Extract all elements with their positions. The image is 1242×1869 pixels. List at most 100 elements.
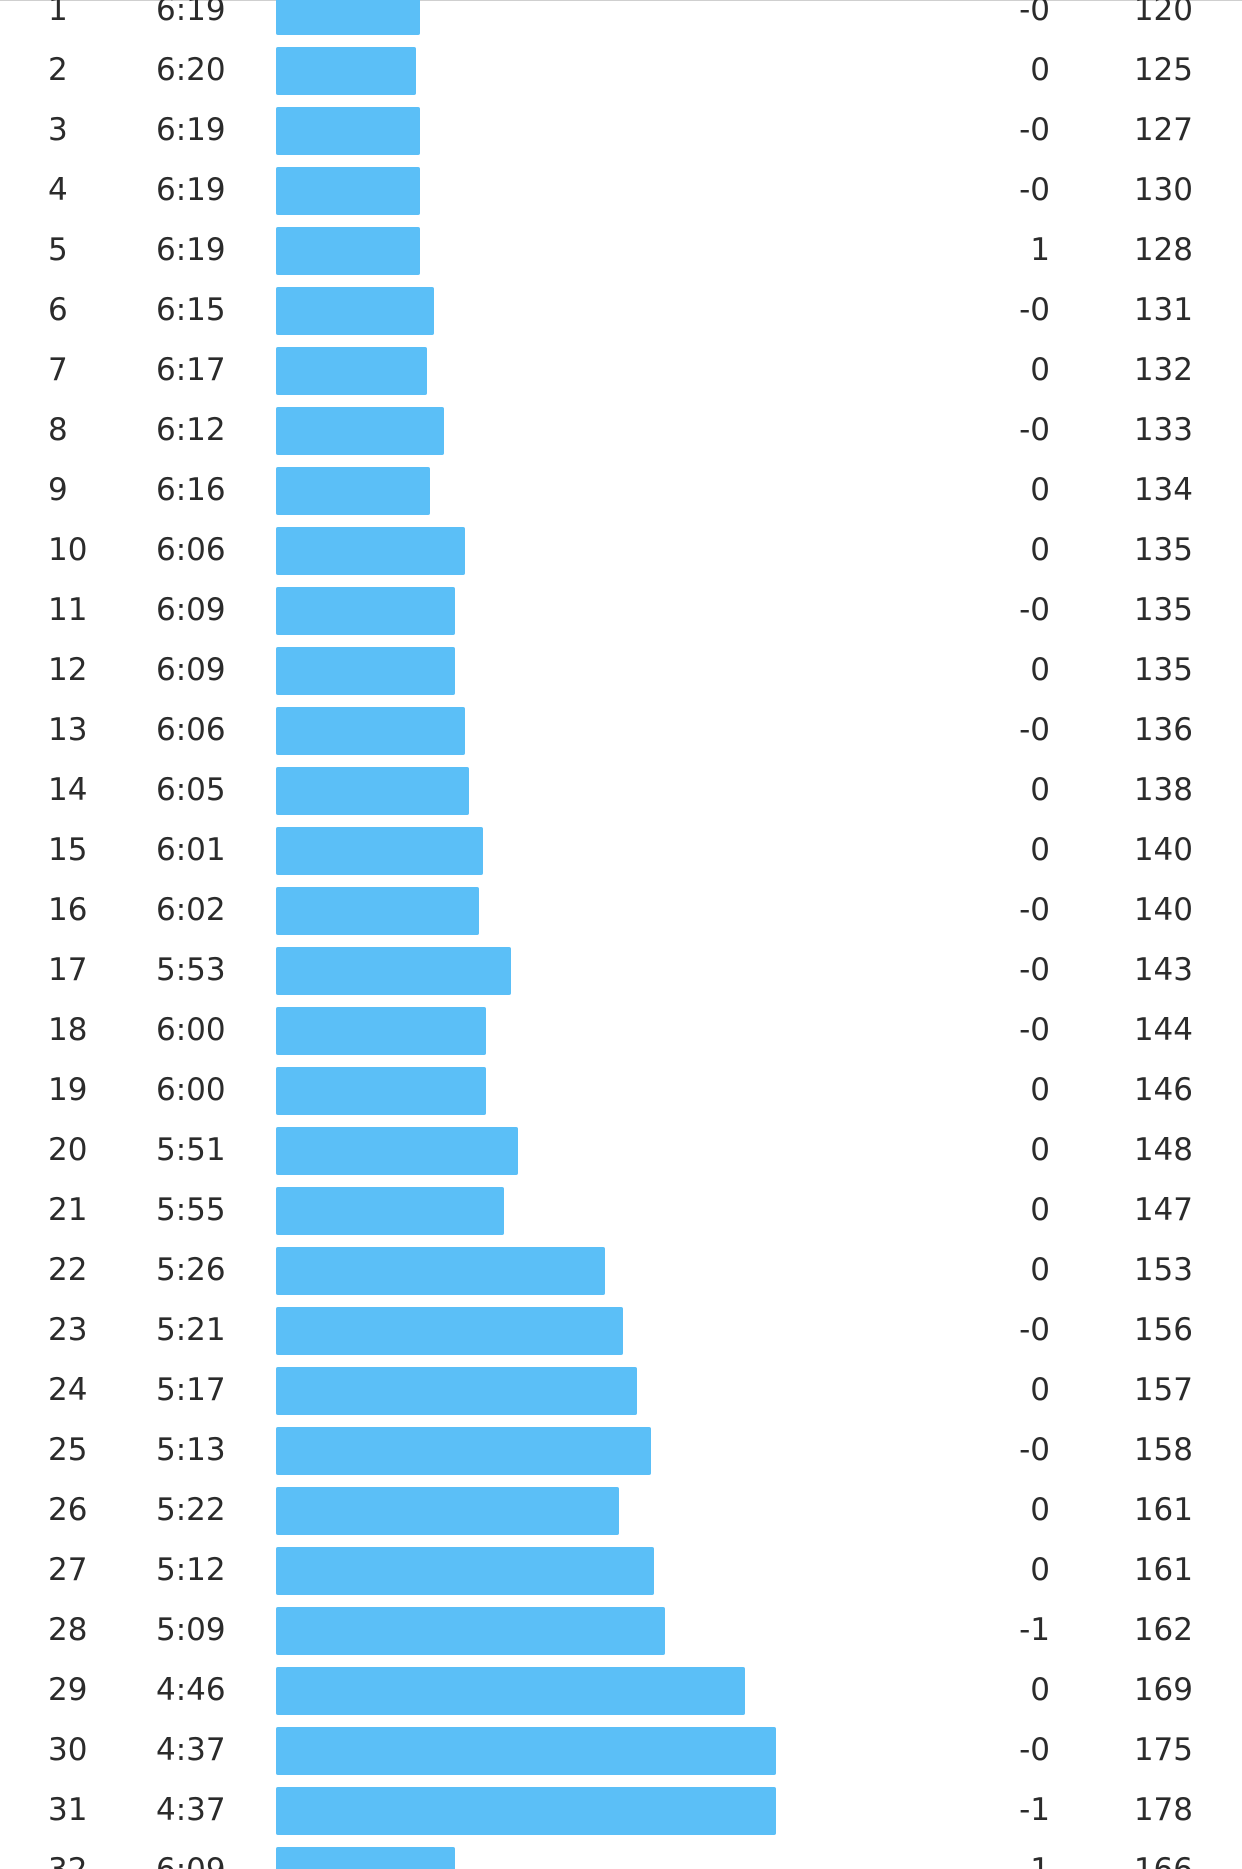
split-row[interactable]: 4 6:19 -0 130	[0, 160, 1242, 220]
split-elevation-label: 0	[1030, 832, 1050, 868]
split-row[interactable]: 12 6:09 0 135	[0, 640, 1242, 700]
split-pace-label: 6:00	[156, 1012, 226, 1048]
split-pace-bar	[276, 227, 420, 275]
split-row[interactable]: 31 4:37 -1 178	[0, 1780, 1242, 1840]
split-km-label: 22	[48, 1252, 88, 1288]
split-pace-label: 5:51	[156, 1132, 226, 1168]
split-row[interactable]: 17 5:53 -0 143	[0, 940, 1242, 1000]
split-elevation-label: 1	[1030, 232, 1050, 268]
split-pace-bar	[276, 167, 420, 215]
split-heart-rate-label: 128	[1133, 232, 1193, 268]
split-elevation-label: 0	[1030, 532, 1050, 568]
split-heart-rate-label: 156	[1133, 1312, 1193, 1348]
split-row[interactable]: 5 6:19 1 128	[0, 220, 1242, 280]
split-row[interactable]: 30 4:37 -0 175	[0, 1720, 1242, 1780]
split-pace-label: 6:19	[156, 172, 226, 208]
split-pace-bar	[276, 107, 420, 155]
split-km-label: 13	[48, 712, 88, 748]
split-heart-rate-label: 158	[1133, 1432, 1193, 1468]
split-row[interactable]: 27 5:12 0 161	[0, 1540, 1242, 1600]
split-row[interactable]: 8 6:12 -0 133	[0, 400, 1242, 460]
split-row[interactable]: 11 6:09 -0 135	[0, 580, 1242, 640]
split-pace-label: 6:01	[156, 832, 226, 868]
split-pace-bar	[276, 1007, 486, 1055]
split-row[interactable]: 19 6:00 0 146	[0, 1060, 1242, 1120]
split-row[interactable]: 29 4:46 0 169	[0, 1660, 1242, 1720]
split-pace-bar	[276, 1667, 745, 1715]
split-row[interactable]: 28 5:09 -1 162	[0, 1600, 1242, 1660]
split-elevation-label: -0	[1019, 1432, 1050, 1468]
split-km-label: 19	[48, 1072, 88, 1108]
split-row[interactable]: 7 6:17 0 132	[0, 340, 1242, 400]
split-heart-rate-label: 135	[1133, 532, 1193, 568]
split-heart-rate-label: 148	[1133, 1132, 1193, 1168]
split-row[interactable]: 32 6:09 1 166	[0, 1840, 1242, 1869]
split-row[interactable]: 16 6:02 -0 140	[0, 880, 1242, 940]
split-row[interactable]: 23 5:21 -0 156	[0, 1300, 1242, 1360]
split-row[interactable]: 1 6:19 -0 120	[0, 0, 1242, 40]
split-pace-bar	[276, 767, 469, 815]
split-row[interactable]: 3 6:19 -0 127	[0, 100, 1242, 160]
split-elevation-label: -0	[1019, 172, 1050, 208]
split-row[interactable]: 6 6:15 -0 131	[0, 280, 1242, 340]
split-elevation-label: -0	[1019, 952, 1050, 988]
split-elevation-label: 0	[1030, 1672, 1050, 1708]
split-row[interactable]: 13 6:06 -0 136	[0, 700, 1242, 760]
split-elevation-label: 0	[1030, 652, 1050, 688]
split-heart-rate-label: 140	[1133, 832, 1193, 868]
split-heart-rate-label: 120	[1133, 0, 1193, 28]
split-pace-bar	[276, 1127, 518, 1175]
split-row[interactable]: 18 6:00 -0 144	[0, 1000, 1242, 1060]
split-pace-label: 6:17	[156, 352, 226, 388]
split-km-label: 20	[48, 1132, 88, 1168]
split-pace-label: 6:06	[156, 712, 226, 748]
split-pace-bar	[276, 1067, 486, 1115]
split-row[interactable]: 22 5:26 0 153	[0, 1240, 1242, 1300]
split-elevation-label: 0	[1030, 1552, 1050, 1588]
split-km-label: 30	[48, 1732, 88, 1768]
split-pace-bar	[276, 467, 430, 515]
split-elevation-label: 0	[1030, 1372, 1050, 1408]
split-pace-label: 6:12	[156, 412, 226, 448]
split-elevation-label: -0	[1019, 412, 1050, 448]
split-km-label: 7	[48, 352, 68, 388]
split-pace-label: 6:05	[156, 772, 226, 808]
split-row[interactable]: 14 6:05 0 138	[0, 760, 1242, 820]
split-elevation-label: 0	[1030, 772, 1050, 808]
split-heart-rate-label: 133	[1133, 412, 1193, 448]
split-pace-bar	[276, 1547, 654, 1595]
split-pace-label: 4:46	[156, 1672, 226, 1708]
split-pace-bar	[276, 1367, 637, 1415]
split-row[interactable]: 20 5:51 0 148	[0, 1120, 1242, 1180]
split-pace-label: 5:22	[156, 1492, 226, 1528]
split-elevation-label: -1	[1019, 1792, 1050, 1828]
split-pace-bar	[276, 887, 479, 935]
split-row[interactable]: 2 6:20 0 125	[0, 40, 1242, 100]
split-pace-bar	[276, 1187, 504, 1235]
split-pace-label: 4:37	[156, 1732, 226, 1768]
split-elevation-label: 0	[1030, 1072, 1050, 1108]
split-row[interactable]: 15 6:01 0 140	[0, 820, 1242, 880]
split-km-label: 1	[48, 0, 68, 28]
split-heart-rate-label: 162	[1133, 1612, 1193, 1648]
split-row[interactable]: 24 5:17 0 157	[0, 1360, 1242, 1420]
split-row[interactable]: 9 6:16 0 134	[0, 460, 1242, 520]
split-pace-bar	[276, 1487, 619, 1535]
split-pace-bar	[276, 1307, 623, 1355]
split-row[interactable]: 26 5:22 0 161	[0, 1480, 1242, 1540]
split-heart-rate-label: 146	[1133, 1072, 1193, 1108]
split-pace-label: 5:53	[156, 952, 226, 988]
split-row[interactable]: 21 5:55 0 147	[0, 1180, 1242, 1240]
split-row[interactable]: 10 6:06 0 135	[0, 520, 1242, 580]
split-row[interactable]: 25 5:13 -0 158	[0, 1420, 1242, 1480]
split-heart-rate-label: 161	[1133, 1552, 1193, 1588]
split-km-label: 32	[48, 1840, 87, 1869]
split-km-label: 16	[48, 892, 88, 928]
split-km-label: 21	[48, 1192, 88, 1228]
split-pace-label: 6:02	[156, 892, 226, 928]
split-heart-rate-label: 134	[1133, 472, 1193, 508]
split-elevation-label: -0	[1019, 1732, 1050, 1768]
split-elevation-label: 0	[1030, 52, 1050, 88]
split-km-label: 3	[48, 112, 68, 148]
split-elevation-label: 0	[1030, 1192, 1050, 1228]
